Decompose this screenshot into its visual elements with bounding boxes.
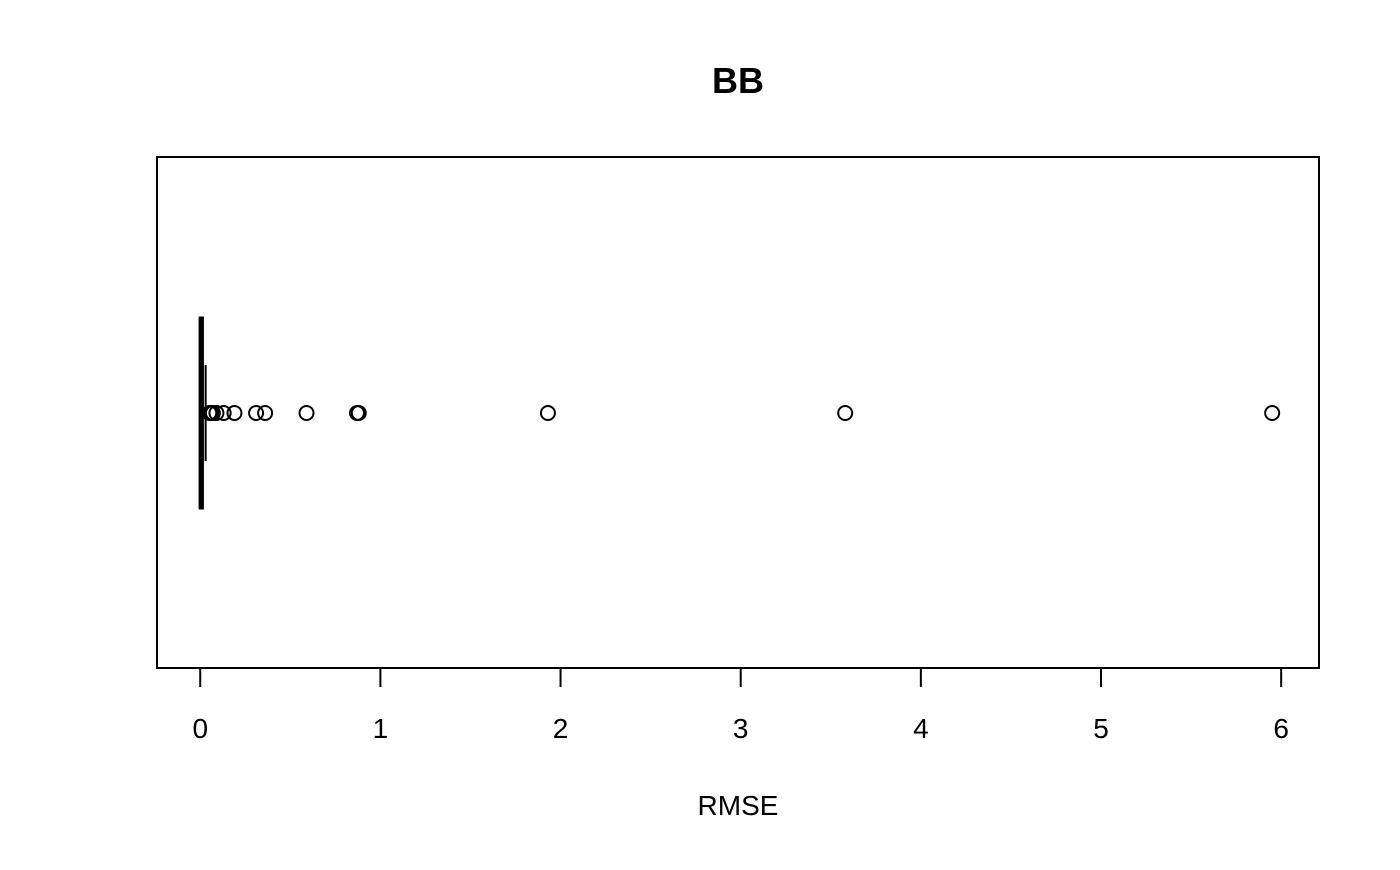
x-axis: 0 1 2 3 4 5 6: [192, 667, 1289, 744]
x-tick-label: 5: [1093, 713, 1109, 744]
outlier-point: [1264, 405, 1281, 421]
chart-title: BB: [712, 60, 764, 101]
outlier-points: [201, 405, 1281, 421]
outlier-point: [215, 405, 232, 421]
outlier-point: [257, 405, 274, 421]
x-tick-label: 1: [373, 713, 389, 744]
plot-frame: [156, 156, 1320, 669]
x-tick-label: 2: [553, 713, 569, 744]
x-tick-label: 6: [1273, 713, 1289, 744]
box-plot: [198, 316, 207, 510]
x-tick-label: 3: [733, 713, 749, 744]
outlier-point: [298, 405, 315, 421]
outlier-point: [226, 405, 243, 421]
x-tick-label: 4: [913, 713, 929, 744]
outlier-point: [248, 405, 265, 421]
outlier-point: [350, 405, 367, 421]
x-tick-label: 0: [192, 713, 208, 744]
outlier-point: [208, 405, 225, 421]
outlier-point: [837, 405, 854, 421]
outlier-point: [539, 405, 556, 421]
x-axis-label: RMSE: [698, 790, 779, 821]
